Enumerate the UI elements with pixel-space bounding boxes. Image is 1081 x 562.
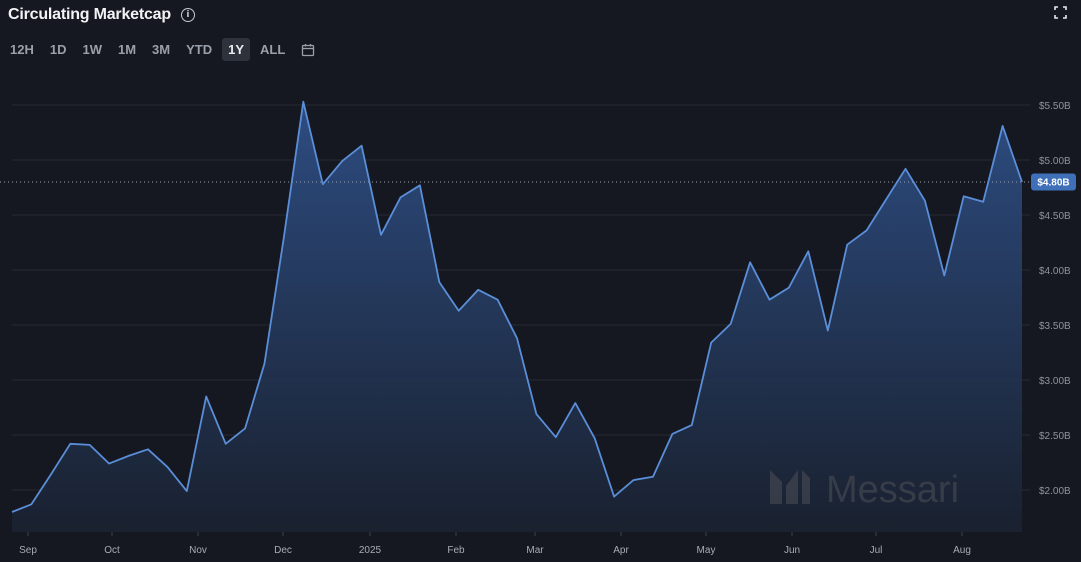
x-tick-label: Apr [613, 545, 629, 556]
range-3m-button[interactable]: 3M [152, 42, 171, 57]
series-line [11, 100, 1023, 513]
x-tick-label: Dec [274, 545, 292, 556]
y-tick-label: $5.50B [1039, 101, 1071, 112]
y-tick-label: $4.00B [1039, 266, 1071, 277]
range-1d-button[interactable]: 1D [49, 42, 67, 57]
messari-watermark: Messari [770, 469, 959, 511]
y-tick-label: $4.50B [1039, 211, 1071, 222]
y-tick-label: $2.00B [1039, 486, 1071, 497]
x-tick-label: Mar [526, 545, 544, 556]
x-tick-label: 2025 [359, 545, 382, 556]
x-tick-label: Jun [784, 545, 800, 556]
range-1m-button[interactable]: 1M [117, 42, 137, 57]
x-tick-label: Nov [189, 545, 207, 556]
x-tick-label: Aug [953, 545, 971, 556]
y-tick-label: $3.00B [1039, 376, 1071, 387]
range-1w-button[interactable]: 1W [82, 42, 102, 57]
range-all-button[interactable]: ALL [260, 42, 286, 57]
y-tick-label: $2.50B [1039, 431, 1071, 442]
y-axis: $2.00B $2.50B $3.00B $3.50B $4.00B $4.50B $5.0… [1039, 101, 1071, 497]
chart-title: Circulating Marketcap [8, 6, 171, 23]
watermark-text: Messari [826, 469, 959, 511]
area-fill [12, 101, 1022, 532]
x-tick-label: Feb [447, 545, 465, 556]
x-tick-label: May [697, 545, 716, 556]
calendar-icon[interactable] [301, 43, 315, 57]
range-ytd-button[interactable]: YTD [186, 42, 213, 57]
range-1y-button[interactable]: 1Y [222, 38, 251, 61]
y-tick-label: $5.00B [1039, 156, 1071, 167]
fullscreen-icon[interactable] [1054, 6, 1067, 19]
x-tick-label: Jul [870, 545, 883, 556]
range-selector: 12H 1D 1W 1M 3M YTD 1Y ALL [4, 38, 315, 61]
chart-header: Circulating Marketcap i [8, 4, 195, 26]
current-value-badge: $4.80B [1031, 173, 1076, 191]
current-value-label: $4.80B [1037, 178, 1069, 189]
info-icon[interactable]: i [180, 8, 195, 22]
y-tick-label: $3.50B [1039, 321, 1071, 332]
range-12h-button[interactable]: 12H [10, 42, 34, 57]
x-tick-label: Oct [104, 545, 120, 556]
x-tick-label: Sep [19, 545, 37, 556]
x-axis: Sep Oct Nov Dec 2025 Feb Mar Apr May Jun Jul Aug [19, 532, 971, 556]
